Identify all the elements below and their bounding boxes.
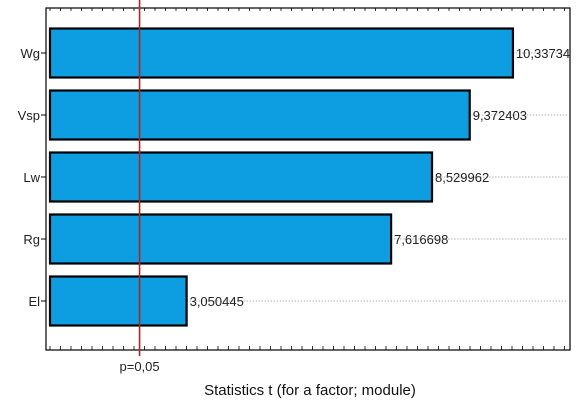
- category-label-wg: Wg: [21, 46, 41, 61]
- category-label-vsp: Vsp: [18, 108, 40, 123]
- bar-el: [48, 275, 188, 327]
- bar-vsp: [48, 89, 471, 141]
- category-label-rg: Rg: [23, 232, 40, 247]
- bars: [48, 27, 515, 327]
- axis-ticks: [41, 8, 565, 350]
- bar-lw: [48, 151, 434, 203]
- value-label-vsp: 9,372403: [473, 108, 527, 123]
- value-label-lw: 8,529962: [435, 170, 489, 185]
- significance-label: p=0,05: [120, 359, 160, 374]
- category-label-el: El: [28, 294, 40, 309]
- leader-lines: [186, 52, 568, 302]
- category-labels: Wg Vsp Lw Rg El: [18, 46, 41, 309]
- category-label-lw: Lw: [23, 170, 40, 185]
- value-label-wg: 10,33734: [516, 46, 570, 61]
- bar-wg: [48, 27, 515, 79]
- x-axis-title: Statistics t (for a factor; module): [204, 382, 416, 399]
- value-label-el: 3,050445: [190, 294, 244, 309]
- value-label-rg: 7,616698: [394, 232, 448, 247]
- value-labels: 10,33734 9,372403 8,529962 7,616698 3,050445: [190, 46, 571, 309]
- bar-rg: [48, 213, 393, 265]
